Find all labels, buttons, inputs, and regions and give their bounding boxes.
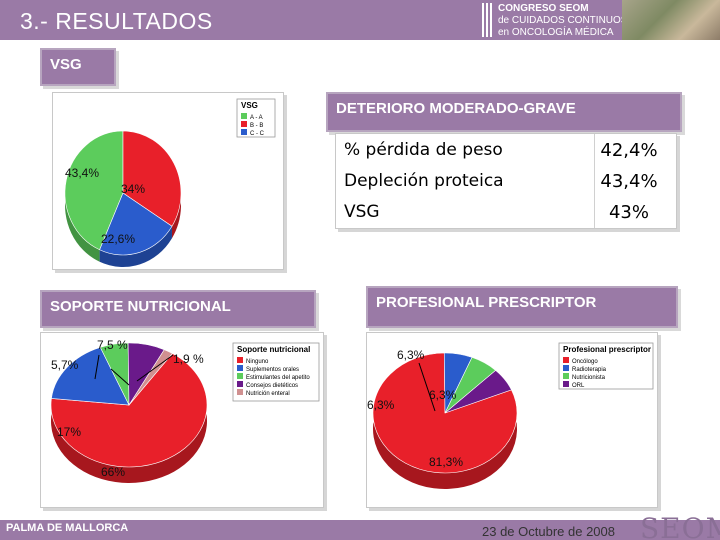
table-row: VSG 43% <box>336 198 676 228</box>
legend-swatch <box>563 365 569 371</box>
soporte-section-label: SOPORTE NUTRICIONAL <box>40 290 316 328</box>
soporte-chart-box: Soporte nutricional Ninguno Suplementos or… <box>40 332 324 508</box>
leader-line <box>418 362 436 412</box>
profesional-section-label: PROFESIONAL PRESCRIPTOR <box>366 286 678 328</box>
legend-entry: C - C <box>250 131 265 137</box>
legend-entry: Estimulantes del apetito <box>246 375 310 381</box>
data-label: 6,3% <box>429 388 457 402</box>
footer-date: 23 de Octubre de 2008 <box>482 524 615 539</box>
data-label: 7,5 % <box>97 338 128 352</box>
congress-line3: en ONCOLOGÍA MÉDICA <box>498 25 614 38</box>
pie-slice <box>64 130 124 251</box>
legend-swatch <box>563 381 569 387</box>
data-label: 17% <box>57 425 81 439</box>
pie-slice <box>122 130 182 227</box>
legend-entry: Oncólogo <box>572 359 598 365</box>
data-label: 34% <box>121 182 145 196</box>
data-label: 43,4% <box>65 166 99 180</box>
legend-entry: B - B <box>250 123 263 129</box>
legend-swatch <box>563 357 569 363</box>
data-label: 5,7% <box>51 358 79 372</box>
legend-entry: Ninguno <box>246 359 269 365</box>
data-label: 81,3% <box>429 455 463 469</box>
legend-title: Soporte nutricional <box>237 345 310 354</box>
leader-line <box>110 368 130 386</box>
deterioro-section-label: DETERIORO MODERADO-GRAVE <box>326 92 682 132</box>
table-row: % pérdida de peso 42,4% <box>336 136 676 166</box>
table-value: 43% <box>608 202 649 223</box>
data-label: 6,3% <box>397 348 425 362</box>
data-label: 22,6% <box>101 232 135 246</box>
data-label: 66% <box>101 465 125 479</box>
legend-swatch <box>237 381 243 387</box>
data-label: 1,9 % <box>173 352 204 366</box>
table-key: VSG <box>344 202 380 222</box>
table-row: Depleción proteica 43,4% <box>336 167 676 197</box>
legend-swatch <box>237 365 243 371</box>
table-value: 43,4% <box>600 171 658 192</box>
legend-entry: Radioterapia <box>572 367 607 373</box>
pie-slice <box>51 346 130 406</box>
footer-location: PALMA DE MALLORCA <box>6 522 129 534</box>
table-key: Depleción proteica <box>344 171 504 191</box>
soporte-pie-chart: Soporte nutricional Ninguno Suplementos or… <box>50 338 320 483</box>
congress-line1: CONGRESO SEOM <box>498 3 589 14</box>
leader-line <box>94 354 100 380</box>
legend-entry: Nutrición enteral <box>246 391 290 397</box>
legend-swatch <box>237 389 243 395</box>
congress-logo: CONGRESO SEOM de CUIDADOS CONTINUOS en O… <box>478 0 626 40</box>
footer-bar <box>0 520 720 540</box>
congress-line2: de CUIDADOS CONTINUOS <box>498 15 626 26</box>
legend-swatch <box>237 357 243 363</box>
profesional-chart-box: Profesional prescriptor Oncólogo Radiotera… <box>366 332 658 508</box>
table-value: 42,4% <box>600 140 658 161</box>
legend-box <box>232 342 320 402</box>
legend-entry: Suplementos orales <box>246 367 299 373</box>
seom-logo: SEOM <box>640 512 720 540</box>
legend-title: VSG <box>241 101 258 110</box>
legend-entry: Nutricionista <box>572 375 606 381</box>
vsg-section-label: VSG <box>40 48 116 86</box>
table-key: % pérdida de peso <box>344 140 503 160</box>
legend-swatch <box>241 113 247 119</box>
legend-entry: A - A <box>250 115 263 121</box>
data-label: 6,3% <box>367 398 395 412</box>
deterioro-table: % pérdida de peso 42,4% Depleción protei… <box>335 133 677 229</box>
pie-slice <box>99 192 173 256</box>
table-separator <box>594 134 595 228</box>
legend-box <box>558 342 654 390</box>
vsg-pie-chart: VSG A - A B - B C - C 43,4% 34% 22,6% <box>64 98 276 267</box>
vsg-chart-box: VSG A - A B - B C - C 43,4% 34% 22,6% <box>52 92 284 270</box>
legend-entry: Consejos dietéticos <box>246 383 298 389</box>
profesional-pie-chart: Profesional prescriptor Oncólogo Radiotera… <box>367 342 654 489</box>
legend-swatch <box>241 129 247 135</box>
leader-line <box>136 354 174 382</box>
pie-slice <box>50 353 208 468</box>
legend-swatch <box>563 373 569 379</box>
congress-photo <box>622 0 720 40</box>
pie-slice-side <box>99 226 172 267</box>
pie-slice <box>444 369 512 414</box>
legend-entry: ORL <box>572 383 585 389</box>
legend-swatch <box>237 373 243 379</box>
legend-swatch <box>241 121 247 127</box>
slide-title: 3.- RESULTADOS <box>20 8 213 34</box>
legend-title: Profesional prescriptor <box>563 345 651 354</box>
